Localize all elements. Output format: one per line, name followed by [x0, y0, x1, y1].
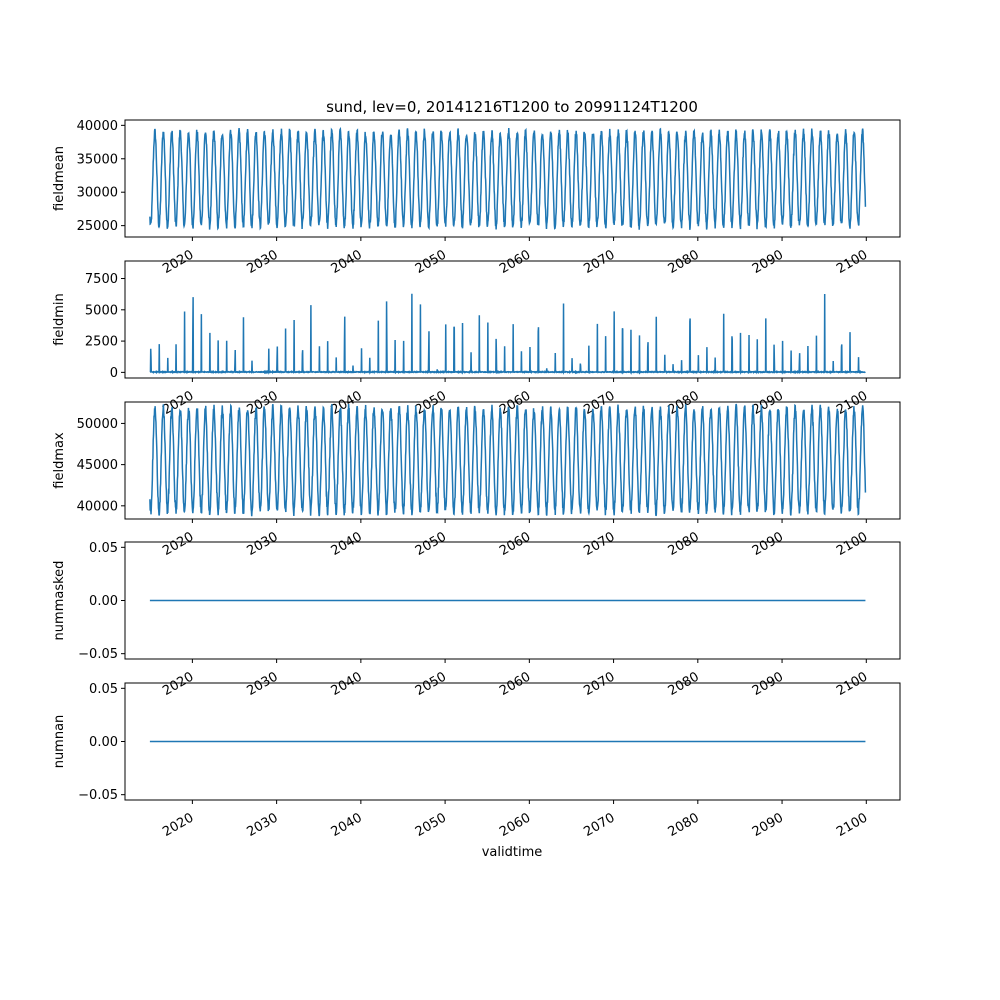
panel-numnan: −0.05 0.00 0.05 2020 2030 2040 2050 2060 2070 208…	[52, 682, 901, 840]
x-tick-label: 2100	[834, 529, 870, 559]
x-tick-label: 2070	[581, 247, 617, 277]
y-tick-label: 40000	[77, 119, 118, 134]
x-tick-label: 2090	[750, 669, 786, 699]
y-axis-label-fieldmean: fieldmean	[52, 146, 67, 211]
x-tick-label: 2040	[329, 669, 365, 699]
x-tick-label: 2060	[497, 529, 533, 559]
x-tick-label: 2100	[834, 388, 870, 418]
panel-fieldmax: 40000 45000 50000 2020 2030 2040 2050 2060 2070 2…	[52, 401, 901, 559]
x-tick-label: 2020	[160, 669, 196, 699]
y-tick-label: −0.05	[78, 647, 118, 662]
x-tick-label: 2090	[750, 247, 786, 277]
y-tick-label: 0.00	[89, 735, 118, 750]
x-tick-label: 2030	[244, 529, 280, 559]
y-tick-label: 0	[110, 366, 118, 381]
x-tick-label: 2030	[244, 810, 280, 840]
x-tick-label: 2040	[329, 810, 365, 840]
x-tick-label: 2020	[160, 247, 196, 277]
x-tick-label: 2060	[497, 247, 533, 277]
x-tick-label: 2080	[666, 529, 702, 559]
y-axis-label-fieldmin: fieldmin	[52, 293, 67, 346]
x-tick-label: 2020	[160, 388, 196, 418]
x-tick-label: 2070	[581, 388, 617, 418]
y-tick-label: −0.05	[78, 788, 118, 803]
panel-fieldmean: 25000 30000 35000 40000 2020 2030 2040 2050 2060…	[52, 119, 901, 277]
x-tick-label: 2050	[413, 810, 449, 840]
x-tick-label: 2030	[244, 388, 280, 418]
x-tick-label: 2080	[666, 247, 702, 277]
x-tick-label: 2080	[666, 810, 702, 840]
y-tick-label: 2500	[85, 335, 118, 350]
y-tick-label: 5000	[85, 303, 118, 318]
panel-nummasked: −0.05 0.00 0.05 2020 2030 2040 2050 2060 2070 208…	[52, 541, 901, 699]
x-tick-label: 2070	[581, 529, 617, 559]
y-tick-label: 7500	[85, 272, 118, 287]
x-tick-label: 2020	[160, 810, 196, 840]
x-tick-label: 2050	[413, 529, 449, 559]
x-tick-label: 2090	[750, 388, 786, 418]
y-tick-label: 30000	[77, 186, 118, 201]
x-tick-label: 2030	[244, 247, 280, 277]
panel-fieldmin: 0 2500 5000 7500 2020 2030 2040 2050 2060 2070 208…	[52, 260, 901, 418]
y-axis-label-numnan: numnan	[52, 715, 67, 769]
y-tick-label: 0.05	[89, 682, 118, 697]
y-tick-label: 45000	[77, 458, 118, 473]
y-tick-label: 0.05	[89, 541, 118, 556]
x-tick-label: 2020	[160, 529, 196, 559]
x-tick-label: 2080	[666, 388, 702, 418]
axes-frame	[124, 119, 901, 238]
x-tick-label: 2060	[497, 810, 533, 840]
x-tick-label: 2040	[329, 529, 365, 559]
figure-title: sund, lev=0, 20141216T1200 to 20991124T1…	[326, 98, 698, 116]
series-line-fieldmean	[149, 126, 867, 231]
x-tick-label: 2080	[666, 669, 702, 699]
y-axis-label-nummasked: nummasked	[52, 561, 67, 641]
x-tick-label: 2040	[329, 388, 365, 418]
x-tick-label: 2040	[329, 247, 365, 277]
axes-frame	[124, 401, 901, 520]
y-axis-label-fieldmax: fieldmax	[52, 432, 67, 489]
y-tick-label: 50000	[77, 417, 118, 432]
x-tick-label: 2070	[581, 810, 617, 840]
y-tick-label: 25000	[77, 219, 118, 234]
x-axis-label: validtime	[482, 845, 543, 860]
x-tick-label: 2050	[413, 247, 449, 277]
x-tick-label: 2050	[413, 669, 449, 699]
x-tick-label: 2060	[497, 669, 533, 699]
series-line-fieldmin	[149, 293, 866, 376]
x-tick-label: 2060	[497, 388, 533, 418]
axes-frame	[124, 260, 901, 379]
series-line-fieldmax	[149, 403, 867, 517]
x-tick-label: 2100	[834, 247, 870, 277]
x-tick-label: 2100	[834, 669, 870, 699]
x-tick-label: 2090	[750, 810, 786, 840]
y-tick-label: 40000	[77, 499, 118, 514]
x-tick-label: 2030	[244, 669, 280, 699]
x-tick-label: 2070	[581, 669, 617, 699]
x-tick-label: 2090	[750, 529, 786, 559]
x-tick-label: 2100	[834, 810, 870, 840]
y-tick-label: 0.00	[89, 594, 118, 609]
x-tick-label: 2050	[413, 388, 449, 418]
y-tick-label: 35000	[77, 152, 118, 167]
